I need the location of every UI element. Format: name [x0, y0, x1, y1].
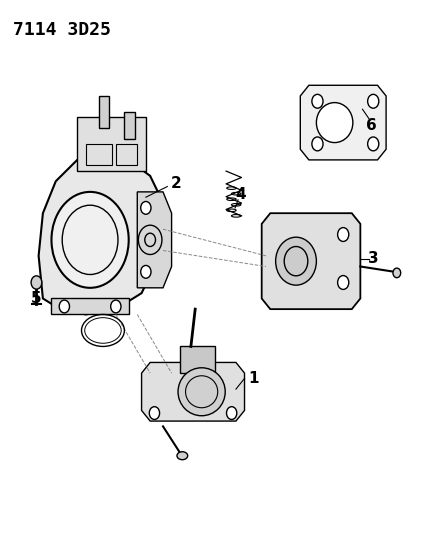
Text: 2: 2: [170, 176, 181, 191]
Circle shape: [141, 265, 151, 278]
Circle shape: [111, 300, 121, 313]
Text: 5: 5: [31, 291, 42, 306]
PathPatch shape: [262, 213, 360, 309]
Text: 1: 1: [248, 371, 258, 386]
Circle shape: [141, 201, 151, 214]
Circle shape: [312, 94, 323, 108]
Text: 6: 6: [366, 118, 377, 133]
Ellipse shape: [393, 268, 401, 278]
Bar: [116, 144, 137, 165]
PathPatch shape: [137, 192, 172, 288]
PathPatch shape: [51, 298, 129, 314]
Text: 3: 3: [368, 251, 378, 266]
Ellipse shape: [316, 102, 353, 142]
Bar: [124, 112, 135, 139]
Circle shape: [149, 407, 160, 419]
Text: 4: 4: [235, 187, 245, 202]
Ellipse shape: [177, 452, 188, 459]
Bar: [86, 144, 112, 165]
Ellipse shape: [31, 276, 42, 289]
Circle shape: [312, 137, 323, 151]
Ellipse shape: [275, 237, 316, 285]
Circle shape: [227, 407, 237, 419]
Ellipse shape: [51, 192, 129, 288]
Bar: [77, 117, 146, 171]
PathPatch shape: [39, 149, 163, 314]
Circle shape: [368, 137, 379, 151]
PathPatch shape: [300, 85, 386, 160]
Text: 7114 3D25: 7114 3D25: [13, 21, 111, 39]
Circle shape: [59, 300, 69, 313]
Bar: [180, 346, 214, 373]
Circle shape: [338, 276, 349, 289]
Bar: [99, 96, 109, 128]
Ellipse shape: [178, 368, 225, 416]
Circle shape: [368, 94, 379, 108]
Circle shape: [338, 228, 349, 241]
PathPatch shape: [142, 362, 245, 421]
